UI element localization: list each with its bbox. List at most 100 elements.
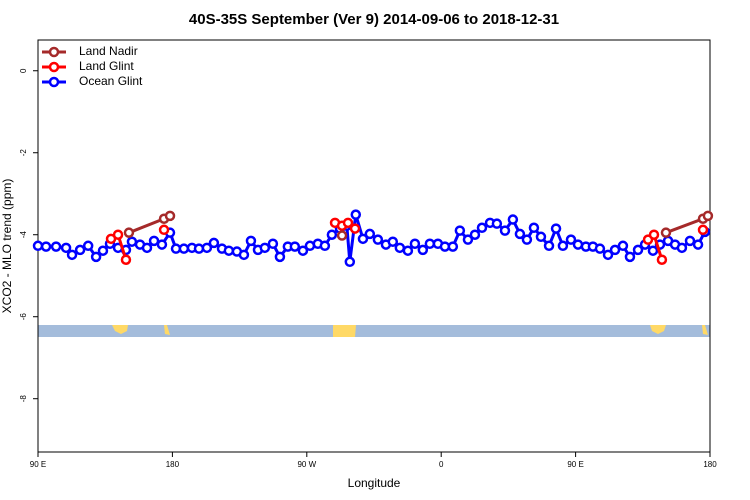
point bbox=[201, 242, 213, 254]
y-tick-label: -4 bbox=[19, 231, 28, 239]
point bbox=[267, 238, 279, 249]
point bbox=[417, 244, 429, 256]
point bbox=[141, 242, 153, 254]
y-tick-label: -6 bbox=[19, 313, 28, 321]
y-tick-label: -8 bbox=[19, 395, 28, 403]
point bbox=[550, 223, 562, 234]
point bbox=[178, 243, 190, 254]
legend-label: Land Glint bbox=[79, 59, 134, 73]
x-axis-label: Longitude bbox=[348, 476, 401, 490]
point bbox=[602, 249, 614, 261]
point bbox=[447, 241, 459, 252]
y-tick-label: 0 bbox=[19, 68, 28, 73]
y-tick-label: -2 bbox=[19, 149, 28, 157]
point bbox=[336, 230, 348, 241]
point bbox=[60, 242, 72, 254]
point bbox=[514, 228, 526, 240]
point bbox=[594, 243, 606, 254]
chart-title: 40S-35S September (Ver 9) 2014-09-06 to … bbox=[189, 11, 559, 28]
point bbox=[535, 231, 547, 243]
point bbox=[543, 240, 555, 252]
point bbox=[394, 242, 406, 254]
point bbox=[676, 242, 688, 254]
legend-label: Land Nadir bbox=[79, 44, 138, 58]
point bbox=[50, 241, 62, 252]
point bbox=[238, 249, 250, 261]
point bbox=[350, 209, 362, 220]
point bbox=[120, 254, 132, 265]
point bbox=[208, 237, 220, 249]
point bbox=[148, 235, 160, 247]
point bbox=[387, 236, 399, 247]
point bbox=[507, 214, 519, 225]
legend-label: Ocean Glint bbox=[79, 74, 143, 88]
point bbox=[454, 225, 466, 236]
point bbox=[656, 254, 668, 265]
point bbox=[476, 222, 488, 234]
point bbox=[372, 234, 384, 245]
point bbox=[112, 229, 124, 240]
point bbox=[647, 245, 659, 256]
point bbox=[90, 251, 102, 263]
point bbox=[409, 238, 421, 249]
point bbox=[274, 251, 286, 263]
point bbox=[245, 235, 257, 247]
point bbox=[528, 222, 540, 234]
point bbox=[40, 241, 52, 252]
point bbox=[702, 210, 714, 222]
point bbox=[223, 245, 235, 256]
point bbox=[319, 240, 331, 252]
point bbox=[499, 225, 511, 236]
point bbox=[357, 233, 369, 245]
point bbox=[364, 228, 376, 240]
point bbox=[82, 240, 94, 252]
point bbox=[349, 223, 361, 234]
point bbox=[326, 229, 338, 240]
legend-marker bbox=[48, 76, 60, 88]
point bbox=[259, 242, 271, 254]
point bbox=[158, 224, 170, 236]
point bbox=[697, 224, 709, 236]
point bbox=[632, 244, 644, 256]
ocean-strip bbox=[38, 325, 710, 337]
point bbox=[156, 239, 168, 250]
point bbox=[462, 234, 474, 245]
point bbox=[609, 244, 621, 256]
point bbox=[297, 245, 309, 256]
land-shape bbox=[650, 325, 666, 334]
point bbox=[126, 236, 138, 247]
point bbox=[123, 227, 135, 238]
x-tick-label: 90 E bbox=[30, 460, 46, 469]
x-tick-label: 0 bbox=[439, 460, 444, 469]
point bbox=[344, 256, 356, 268]
point bbox=[565, 234, 577, 245]
point bbox=[74, 244, 86, 256]
point bbox=[660, 227, 672, 238]
point bbox=[342, 217, 354, 229]
x-tick-label: 180 bbox=[166, 460, 180, 469]
point bbox=[617, 240, 629, 252]
land-shape bbox=[164, 325, 170, 335]
point bbox=[424, 238, 436, 249]
land-shape bbox=[702, 325, 708, 335]
point bbox=[692, 239, 704, 250]
point bbox=[684, 235, 696, 247]
x-tick-label: 90 W bbox=[297, 460, 316, 469]
map-strip bbox=[38, 325, 710, 337]
point bbox=[491, 218, 503, 229]
point bbox=[648, 229, 660, 240]
point bbox=[289, 241, 301, 252]
x-tick-label: 90 E bbox=[567, 460, 583, 469]
point bbox=[469, 229, 481, 240]
series-line bbox=[128, 214, 709, 235]
x-tick-label: 180 bbox=[703, 460, 717, 469]
point bbox=[97, 245, 109, 256]
point bbox=[521, 234, 533, 245]
point bbox=[402, 245, 414, 256]
land-shape bbox=[112, 325, 128, 334]
point bbox=[66, 249, 78, 261]
point bbox=[557, 240, 569, 252]
point bbox=[624, 251, 636, 263]
y-axis-label: XCO2 - MLO trend (ppm) bbox=[0, 179, 14, 314]
